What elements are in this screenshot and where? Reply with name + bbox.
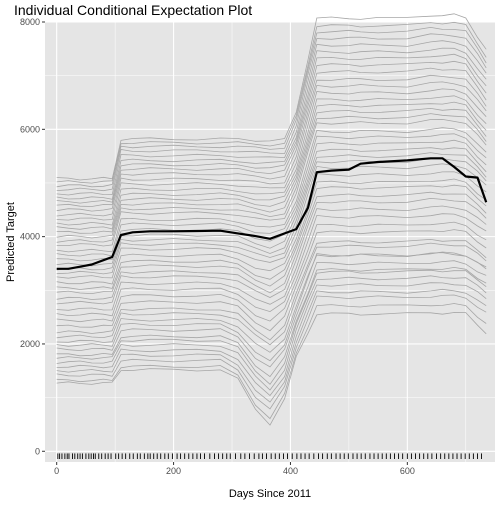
ice-curve [56,118,487,247]
ice-curve [56,294,487,410]
ice-curve [56,101,487,234]
y-tick-label: 8000 [20,17,40,27]
ice-curve [56,139,487,262]
x-axis-title: Days Since 2011 [229,488,311,500]
ice-curve [56,221,487,323]
ice-curve [56,205,487,311]
ice-curve [56,21,487,184]
ice-curve [56,275,487,391]
average-prediction-line [56,157,488,270]
ice-curves [56,13,487,426]
ice-curve [56,107,487,239]
ice-curve [56,133,487,257]
grid-lines [45,21,495,462]
ice-curve [56,81,487,221]
ice-curve [56,171,487,285]
ice-curve [56,184,487,295]
ice-curve [56,251,487,362]
ice-curve [56,163,487,279]
rug-marks [57,453,483,459]
ice-curve [56,60,487,207]
ice-curve [56,303,487,420]
x-tick-label: 200 [166,466,181,476]
ice-curve [56,13,487,181]
ice-curve [56,191,487,300]
ice-curve [56,178,487,290]
ice-curve [56,26,487,188]
chart-title: Individual Conditional Expectation Plot [14,2,252,18]
ice-curve [56,269,487,385]
y-tick-label: 6000 [20,124,40,134]
y-axis-title: Predicted Target [5,202,17,282]
ice-curve [56,33,487,192]
ice-curve [56,113,487,243]
ice-curve [56,95,487,230]
ice-curve [56,127,487,253]
ice-curve [56,47,487,200]
ice-curve [56,242,487,346]
ice-curve [56,40,487,196]
average-curve [56,157,488,270]
ice-curve [56,53,487,204]
y-tick-label: 0 [35,446,40,456]
ice-curve [56,88,487,226]
ice-curve [56,213,487,317]
ice-curve [56,74,487,217]
ice-curve [56,67,487,212]
ice-curve [56,252,487,353]
x-tick-label: 400 [283,466,298,476]
ice-curve [56,147,487,267]
ice-curve [56,288,487,403]
x-tick-label: 600 [400,466,415,476]
y-tick-label: 4000 [20,232,40,242]
ice-curve [56,197,487,305]
ice-curve [56,229,487,332]
x-tick-label: 0 [54,466,59,476]
ice-curve [56,312,487,426]
ice-curve [56,282,487,397]
ice-curve [56,152,487,271]
ice-curve [56,238,487,341]
y-tick-label: 2000 [20,339,40,349]
ice-curve [56,266,487,378]
ice-curve [56,260,487,368]
